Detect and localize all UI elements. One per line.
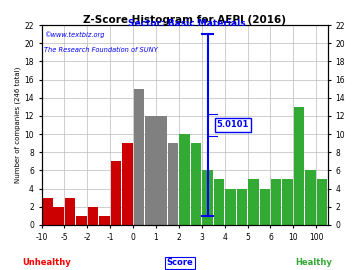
Text: Sector: Basic Materials: Sector: Basic Materials xyxy=(129,19,246,28)
Bar xyxy=(88,207,98,225)
Bar xyxy=(145,116,156,225)
Bar xyxy=(214,180,224,225)
Bar xyxy=(317,180,327,225)
Bar xyxy=(134,89,144,225)
Bar xyxy=(99,216,110,225)
Title: Z-Score Histogram for AEPI (2016): Z-Score Histogram for AEPI (2016) xyxy=(83,15,286,25)
Bar xyxy=(157,116,167,225)
Bar xyxy=(237,188,247,225)
Y-axis label: Number of companies (246 total): Number of companies (246 total) xyxy=(15,67,22,183)
Bar xyxy=(305,170,316,225)
Bar xyxy=(202,170,213,225)
Bar xyxy=(294,107,305,225)
Bar xyxy=(42,198,53,225)
Bar xyxy=(65,198,76,225)
Bar xyxy=(111,161,121,225)
Text: Unhealthy: Unhealthy xyxy=(22,258,71,267)
Text: 5.0101: 5.0101 xyxy=(217,120,249,129)
Bar xyxy=(191,143,201,225)
Text: The Research Foundation of SUNY: The Research Foundation of SUNY xyxy=(44,47,158,53)
Bar xyxy=(179,134,190,225)
Text: ©www.textbiz.org: ©www.textbiz.org xyxy=(44,31,105,38)
Text: Score: Score xyxy=(167,258,193,267)
Bar xyxy=(122,143,133,225)
Bar xyxy=(76,216,87,225)
Bar xyxy=(168,143,179,225)
Bar xyxy=(53,207,64,225)
Text: Healthy: Healthy xyxy=(295,258,332,267)
Bar xyxy=(282,180,293,225)
Bar xyxy=(271,180,282,225)
Bar xyxy=(260,188,270,225)
Bar xyxy=(248,180,258,225)
Bar xyxy=(225,188,236,225)
